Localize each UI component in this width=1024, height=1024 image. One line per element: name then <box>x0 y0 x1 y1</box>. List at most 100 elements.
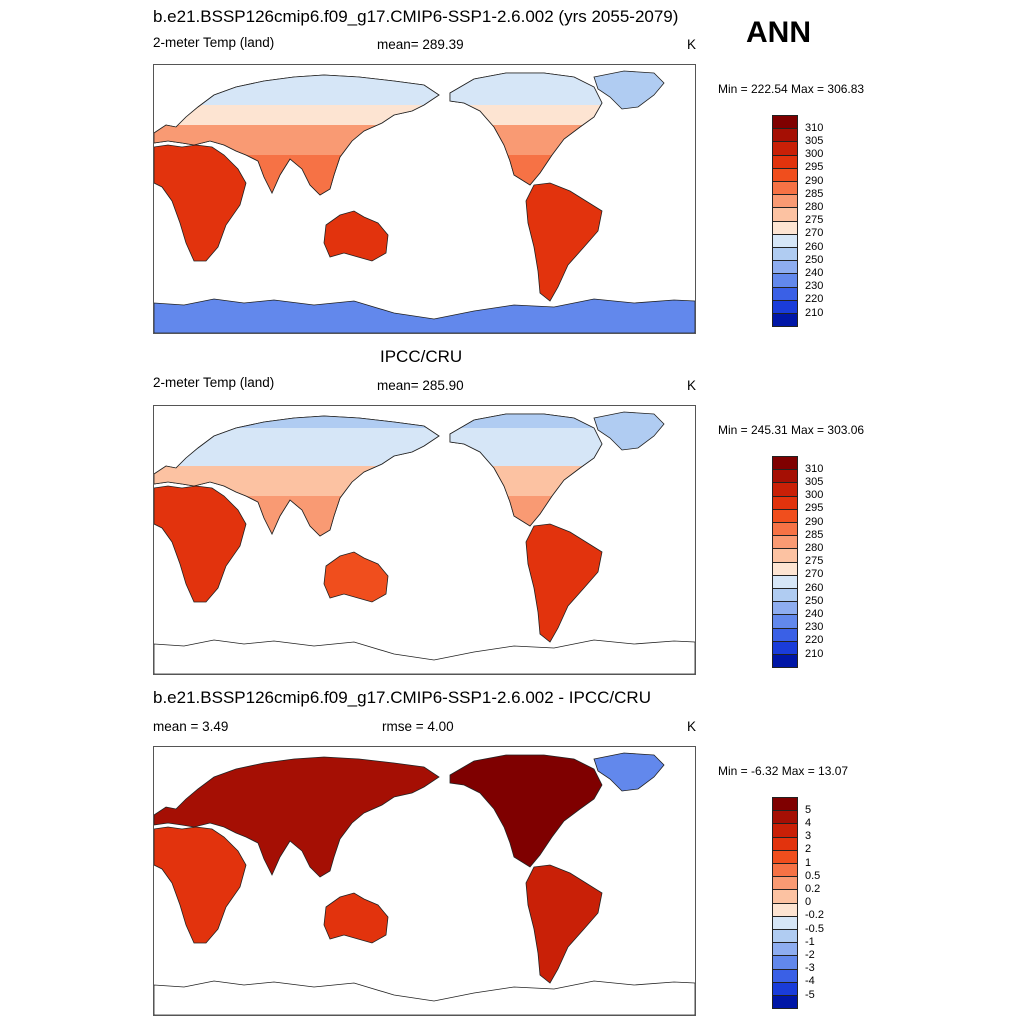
latitude-band <box>154 87 602 105</box>
colorbar-label: -3 <box>805 962 815 975</box>
colorbar-label: 230 <box>805 621 824 634</box>
colorbar-swatch <box>772 154 798 169</box>
continent-north-america <box>449 754 603 868</box>
coastline <box>154 74 440 196</box>
colorbar-label: 305 <box>805 134 824 147</box>
colorbar-label: 280 <box>805 200 824 213</box>
mean-label: mean= 285.90 <box>377 378 464 393</box>
colorbar-label: 220 <box>805 293 824 306</box>
colorbar-swatch <box>772 588 798 603</box>
colorbar-swatch <box>772 981 798 996</box>
colorbar-swatch <box>772 968 798 983</box>
colorbar-label: 290 <box>805 515 824 528</box>
colorbar-swatch <box>772 141 798 156</box>
colorbar-label: 285 <box>805 187 824 200</box>
minmax-label: Min = 222.54 Max = 306.83 <box>718 82 865 96</box>
colorbar-label: 0 <box>805 896 812 909</box>
colorbar-swatch <box>772 167 798 182</box>
colorbar-label: 270 <box>805 227 824 240</box>
variable-label: 2-meter Temp (land) <box>153 35 275 50</box>
panel-title: b.e21.BSSP126cmip6.f09_g17.CMIP6-SSP1-2.… <box>153 7 679 26</box>
season-label: ANN <box>746 16 811 49</box>
colorbar-swatch <box>772 561 798 576</box>
colorbar-label: -4 <box>805 975 815 988</box>
colorbar-label: 310 <box>805 121 824 134</box>
colorbar-swatch <box>772 233 798 248</box>
units-label: K <box>687 719 697 734</box>
colorbar-label: 0.2 <box>805 882 821 895</box>
minmax-label: Min = -6.32 Max = 13.07 <box>718 764 849 778</box>
coastline <box>154 415 440 537</box>
colorbar-label: 250 <box>805 594 824 607</box>
colorbar-swatch <box>772 889 798 904</box>
colorbar-swatch <box>772 548 798 563</box>
colorbar-label: -0.2 <box>805 909 824 922</box>
colorbar-label: 260 <box>805 581 824 594</box>
continent-australia <box>323 892 389 944</box>
temperature-map <box>153 64 696 334</box>
colorbar-label: 210 <box>805 306 824 319</box>
continent-africa <box>154 485 247 603</box>
continent-greenland <box>593 752 665 792</box>
continent-europe-and-asia <box>154 756 440 878</box>
minmax-label: Min = 245.31 Max = 303.06 <box>718 423 865 437</box>
colorbar-label: 210 <box>805 647 824 660</box>
colorbar-swatch <box>772 456 798 471</box>
coastline <box>449 72 603 186</box>
continent-africa <box>154 144 247 262</box>
colorbar-swatch <box>772 469 798 484</box>
continent-greenland <box>593 411 665 451</box>
continent-greenland <box>593 70 665 110</box>
units-label: K <box>687 378 697 393</box>
colorbar-swatch <box>772 508 798 523</box>
panel-title: b.e21.BSSP126cmip6.f09_g17.CMIP6-SSP1-2.… <box>153 688 651 707</box>
colorbar-swatch <box>772 286 798 301</box>
colorbar-swatch <box>772 207 798 222</box>
mean-label: mean= 289.39 <box>377 37 464 52</box>
variable-label: 2-meter Temp (land) <box>153 375 275 390</box>
colorbar-label: 300 <box>805 489 824 502</box>
continent-south-america <box>525 182 603 302</box>
colorbar-swatch <box>772 115 798 130</box>
latitude-band <box>154 105 602 125</box>
continent-australia <box>323 551 389 603</box>
colorbar-swatch <box>772 495 798 510</box>
colorbar-label: 240 <box>805 266 824 279</box>
colorbar-label: 305 <box>805 475 824 488</box>
colorbar-swatch <box>772 929 798 944</box>
colorbar-swatch <box>772 942 798 957</box>
panel-title: IPCC/CRU <box>380 347 463 366</box>
colorbar-label: 280 <box>805 541 824 554</box>
latitude-band <box>154 428 602 446</box>
colorbar-swatch <box>772 601 798 616</box>
colorbar-swatch <box>772 640 798 655</box>
colorbar-swatch <box>772 299 798 314</box>
colorbar-swatch <box>772 797 798 812</box>
continent-antarctica <box>154 639 695 674</box>
colorbar-label: 0.5 <box>805 869 821 882</box>
continent-australia <box>323 210 389 262</box>
colorbar-label: 270 <box>805 568 824 581</box>
continent-south-america <box>525 864 603 984</box>
colorbar-label: 295 <box>805 161 824 174</box>
colorbar-label: 5 <box>805 803 812 816</box>
temperature-map <box>153 405 696 675</box>
continent-antarctica <box>154 298 695 333</box>
colorbar-label: 3 <box>805 830 812 843</box>
colorbar-swatch <box>772 902 798 917</box>
colorbar-label: -0.5 <box>805 922 824 935</box>
colorbar-swatch <box>772 876 798 891</box>
colorbar-swatch <box>772 995 798 1010</box>
colorbar-swatch <box>772 836 798 851</box>
colorbar-label: -2 <box>805 948 815 961</box>
mean-label: mean = 3.49 <box>153 719 229 734</box>
colorbar-label: 275 <box>805 555 824 568</box>
colorbar-label: 2 <box>805 843 812 856</box>
colorbar-swatch <box>772 194 798 209</box>
colorbar-swatch <box>772 863 798 878</box>
colorbar-swatch <box>772 654 798 669</box>
colorbar-swatch <box>772 128 798 143</box>
colorbar-swatch <box>772 273 798 288</box>
colorbar-label: 220 <box>805 634 824 647</box>
colorbar-swatch <box>772 220 798 235</box>
